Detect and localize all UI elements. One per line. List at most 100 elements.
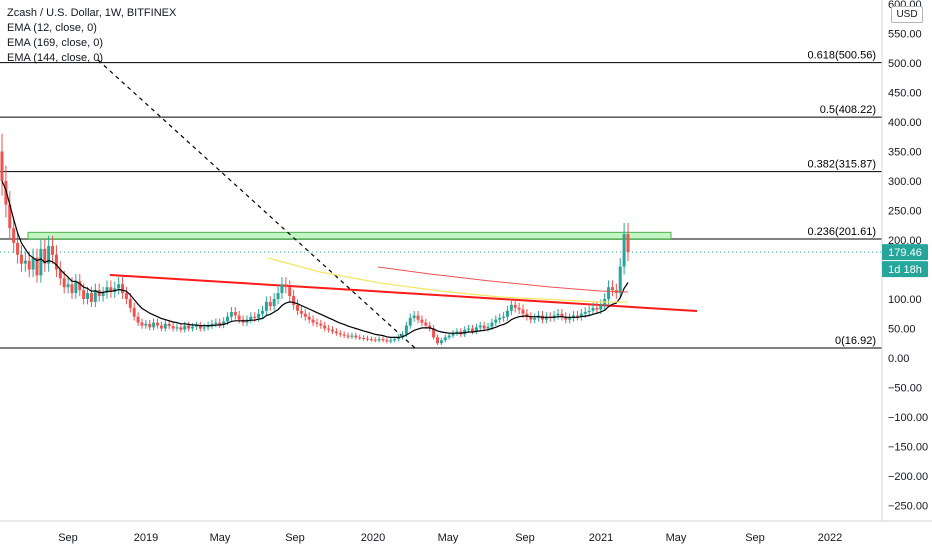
candle-body	[292, 296, 296, 305]
candle-body	[163, 323, 167, 329]
candle-body	[517, 307, 521, 310]
y-tick-label: 300.00	[888, 176, 922, 188]
candlestick-series	[0, 133, 630, 346]
candle-body	[595, 307, 599, 310]
y-tick-label: 50.00	[888, 324, 916, 336]
candle-body	[564, 316, 568, 320]
candle-body	[470, 328, 474, 332]
candle-body	[296, 304, 300, 311]
candle-body	[249, 316, 253, 320]
x-tick-label: Sep	[58, 532, 78, 544]
candle-body	[498, 317, 502, 320]
candle-body	[404, 325, 408, 335]
candle-body	[284, 284, 288, 288]
currency-unit-badge[interactable]: USD	[891, 6, 923, 23]
x-tick-label: May	[438, 532, 459, 544]
last-price-badge	[882, 244, 928, 261]
candle-body	[261, 310, 265, 314]
y-tick-label: −100.00	[888, 412, 928, 424]
candle-body	[618, 266, 622, 294]
candle-body	[622, 234, 626, 267]
candle-body	[156, 322, 160, 326]
candle-body	[385, 340, 389, 342]
fib-level-label: 0.236(201.61)	[808, 226, 877, 238]
candle-body	[467, 328, 471, 330]
candle-body	[505, 310, 509, 317]
indicator-ema-12[interactable]: EMA (12, close, 0)	[7, 22, 97, 34]
ema-12-line	[1, 180, 629, 338]
ema-144-line	[267, 257, 628, 303]
candle-body	[323, 325, 327, 329]
x-tick-label: Sep	[515, 532, 535, 544]
candle-body	[424, 322, 428, 326]
candle-body	[183, 325, 187, 330]
descending-trend-line	[109, 274, 698, 312]
y-tick-label: 450.00	[888, 88, 922, 100]
candle-body	[12, 228, 16, 243]
candle-body	[194, 325, 198, 327]
candle-body	[362, 337, 366, 339]
candle-body	[202, 327, 206, 329]
candle-body	[101, 293, 105, 297]
candle-body	[338, 333, 342, 335]
candle-body	[354, 335, 358, 338]
candle-body	[428, 325, 432, 329]
y-tick-label: 100.00	[888, 294, 922, 306]
candle-body	[350, 335, 354, 337]
candle-body	[136, 316, 140, 323]
candle-body	[521, 309, 525, 314]
candle-body	[109, 287, 113, 292]
x-tick-label: May	[210, 532, 231, 544]
candle-body	[490, 322, 494, 327]
indicator-ema-144[interactable]: EMA (144, close, 0)	[7, 52, 103, 64]
fib-level-label: 0(16.92)	[835, 335, 876, 347]
candle-body	[358, 337, 362, 339]
candle-body	[502, 316, 506, 318]
candle-body	[62, 278, 66, 288]
candle-body	[381, 339, 385, 341]
candle-body	[575, 315, 579, 317]
candle-body	[237, 315, 241, 320]
candle-body	[257, 313, 261, 318]
candle-body	[206, 325, 210, 328]
y-tick-label: 400.00	[888, 117, 922, 129]
y-tick-label: −200.00	[888, 471, 928, 483]
x-tick-label: 2022	[818, 532, 842, 544]
y-tick-label: 250.00	[888, 206, 922, 218]
indicator-ema-169[interactable]: EMA (169, close, 0)	[7, 37, 103, 49]
candle-body	[342, 334, 346, 336]
candle-body	[74, 281, 78, 294]
candle-body	[525, 313, 529, 317]
candle-body	[51, 245, 55, 255]
candle-body	[218, 322, 222, 325]
candle-body	[175, 327, 179, 329]
fibonacci-levels: 0.618(500.56) 0.5(408.22) 0.382(315.87) 0.2…	[0, 50, 882, 349]
y-tick-label: 0.00	[888, 353, 909, 365]
candle-body	[365, 338, 369, 340]
y-tick-label: −150.00	[888, 442, 928, 454]
candle-body	[179, 327, 183, 330]
candle-body	[144, 323, 148, 326]
candle-body	[210, 323, 214, 326]
candle-body	[233, 311, 237, 316]
y-tick-label: 600.00	[888, 0, 922, 11]
candle-body	[451, 333, 455, 336]
ema-lines	[1, 180, 629, 338]
candle-body	[117, 284, 121, 289]
candle-body	[191, 326, 195, 329]
candle-body	[4, 181, 8, 205]
candle-body	[579, 313, 583, 317]
y-tick-label: −50.00	[888, 383, 922, 395]
candle-body	[171, 326, 175, 329]
y-tick-label: 200.00	[888, 235, 922, 247]
candle-body	[474, 327, 478, 332]
candle-body	[311, 319, 315, 323]
candle-body	[253, 316, 257, 318]
y-tick-label: 350.00	[888, 147, 922, 159]
candle-body	[264, 301, 268, 311]
candle-body	[408, 317, 412, 326]
candle-body	[556, 313, 560, 316]
ema-169-line	[377, 266, 629, 293]
candle-body	[16, 242, 20, 255]
